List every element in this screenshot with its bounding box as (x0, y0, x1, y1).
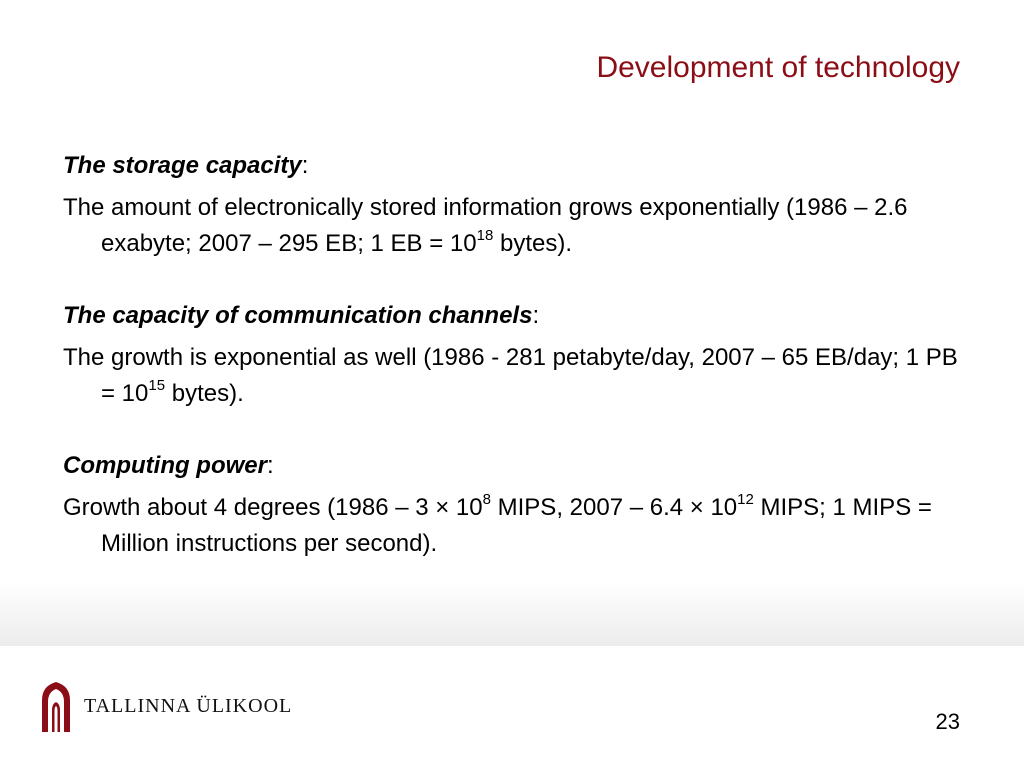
body-text: bytes). (165, 380, 244, 407)
body-text: MIPS, 2007 – 6.4 × 10 (490, 494, 738, 521)
section-heading-label: The capacity of communication channels (63, 302, 533, 329)
section-heading: Computing power: (63, 450, 963, 482)
section-heading-colon: : (266, 452, 274, 479)
section-body: The amount of electronically stored info… (63, 190, 963, 262)
section-storage-capacity: The storage capacity: The amount of elec… (63, 150, 963, 262)
university-name: TALLINNA ÜLIKOOL (84, 694, 293, 717)
section-communication-channels: The capacity of communication channels: … (63, 300, 963, 412)
body-text: MIPS; 1 MIPS = Million instructions per … (101, 494, 932, 557)
section-computing-power: Computing power: Growth about 4 degrees … (63, 450, 963, 562)
section-heading-label: The storage capacity (63, 152, 302, 179)
section-body: The growth is exponential as well (1986 … (63, 340, 963, 412)
body-text: The growth is exponential as well (1986 … (63, 344, 958, 407)
section-heading: The storage capacity: (63, 150, 963, 182)
section-heading-colon: : (301, 152, 309, 179)
page-number: 23 (935, 709, 960, 734)
slide-title: Development of technology (596, 51, 960, 84)
section-heading-label: Computing power (63, 452, 267, 479)
section-heading-colon: : (532, 302, 540, 329)
body-text: bytes). (493, 230, 572, 257)
exponent: 15 (148, 377, 166, 394)
body-text: The amount of electronically stored info… (63, 194, 908, 257)
body-text: Growth about 4 degrees (1986 – 3 × 10 (63, 494, 483, 521)
exponent: 8 (482, 491, 491, 508)
section-body: Growth about 4 degrees (1986 – 3 × 108 M… (63, 490, 963, 562)
footer-gradient-band (0, 582, 1024, 646)
exponent: 12 (737, 491, 754, 508)
section-heading: The capacity of communication channels: (63, 300, 963, 332)
exponent: 18 (476, 227, 494, 244)
slide-content: The storage capacity: The amount of elec… (63, 150, 963, 600)
university-logo: TALLINNA ÜLIKOOL (38, 680, 292, 732)
university-arch-logo-icon (42, 682, 70, 732)
